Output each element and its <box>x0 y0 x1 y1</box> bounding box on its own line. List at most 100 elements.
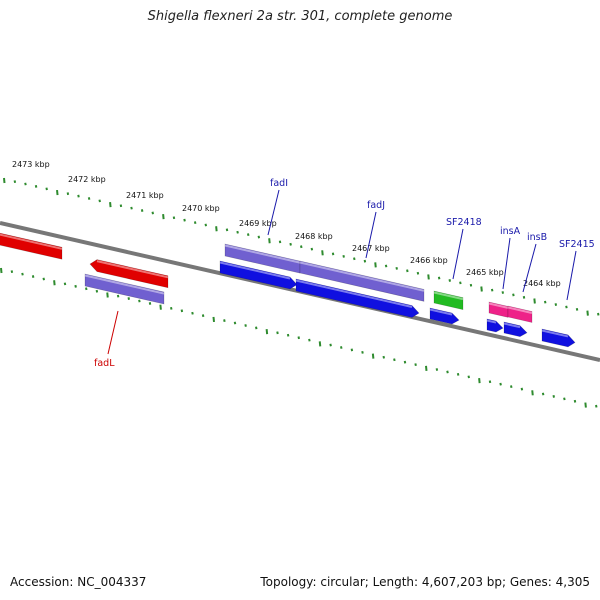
inner-scale-tick <box>297 336 300 340</box>
fadI-leader-line <box>267 189 280 236</box>
insA-lower-feature[interactable] <box>486 318 504 333</box>
inner-scale-tick <box>520 387 524 391</box>
inner-scale-tick <box>116 294 120 298</box>
fadJ-lower-feature[interactable] <box>295 278 420 318</box>
scale-label: 2471 kbp <box>126 191 164 200</box>
insB-leader-line <box>522 243 537 293</box>
outer-scale-tick <box>140 209 144 212</box>
inner-scale-tick <box>563 397 566 401</box>
fadI-feature[interactable] <box>224 243 301 274</box>
genome-summary: Topology: circular; Length: 4,607,203 bp… <box>260 575 590 589</box>
gene-label-SF2415[interactable]: SF2415 <box>559 239 595 250</box>
outer-scale-tick <box>512 293 515 297</box>
outer-scale-tick <box>193 221 197 224</box>
outer-scale-tick <box>533 298 536 304</box>
outer-scale-tick <box>543 300 547 304</box>
inner-scale-tick <box>74 284 77 288</box>
inner-scale-tick <box>499 382 502 386</box>
outer-scale-tick <box>353 257 356 261</box>
gene-label-fadI[interactable]: fadI <box>270 178 288 189</box>
inner-scale-tick <box>106 292 109 298</box>
inner-scale-tick <box>170 306 173 310</box>
scale-label: 2473 kbp <box>12 160 50 169</box>
map-title: Shigella flexneri 2a str. 301, complete … <box>147 9 453 24</box>
inner-scale-tick <box>435 368 439 371</box>
inner-scale-tick <box>159 304 162 310</box>
outer-scale-tick <box>300 245 303 249</box>
inner-scale-ticks <box>0 267 598 408</box>
outer-scale-tick <box>34 185 38 188</box>
gene-label-fadL[interactable]: fadL <box>94 358 115 369</box>
SF2415-leader-line <box>566 250 577 301</box>
SF2418-lower-feature[interactable] <box>429 307 460 325</box>
outer-scale-tick <box>268 238 271 244</box>
outer-scale-tick <box>109 202 112 208</box>
inner-scale-tick <box>212 316 215 323</box>
SF2418-feature[interactable] <box>433 290 464 310</box>
inner-scale-tick <box>42 277 45 281</box>
outer-scale-tick <box>289 242 292 246</box>
outer-scale-tick <box>236 230 239 234</box>
forward-cds-feature[interactable] <box>0 232 63 260</box>
outer-scale-tick <box>183 218 186 222</box>
inner-scale-tick <box>478 377 481 384</box>
outer-scale-tick <box>490 288 494 292</box>
scale-label: 2472 kbp <box>68 175 106 184</box>
inner-scale-tick <box>382 355 385 359</box>
inner-scale-tick <box>0 267 3 274</box>
outer-scale-tick <box>87 197 91 200</box>
inner-scale-tick <box>371 353 375 359</box>
inner-scale-tick <box>350 348 354 352</box>
outer-scale-tick <box>310 247 314 251</box>
outer-scale-tick <box>24 182 27 186</box>
inner-scale-tick <box>393 358 396 362</box>
fadJ-feature[interactable] <box>299 260 425 302</box>
insB-lower-feature[interactable] <box>503 321 528 337</box>
inner-scale-tick <box>467 375 470 379</box>
inner-scale-tick <box>531 390 534 396</box>
inner-scale-tick <box>361 350 364 354</box>
fadL-lower-feature[interactable] <box>84 273 165 305</box>
outer-scale-tick <box>374 262 377 268</box>
inner-scale-tick <box>308 338 311 342</box>
outer-scale-tick <box>77 194 80 198</box>
outer-scale-tick <box>384 264 388 268</box>
outer-scale-tick <box>321 250 324 256</box>
inner-scale-tick <box>541 392 545 396</box>
outer-scale-tick <box>469 283 473 287</box>
inner-scale-tick <box>63 282 67 286</box>
fadL-leader-line <box>107 310 119 355</box>
insA-feature[interactable] <box>488 301 509 318</box>
inner-scale-tick <box>201 314 205 318</box>
gene-label-fadJ[interactable]: fadJ <box>367 200 385 211</box>
fadI-lower-feature[interactable] <box>219 260 298 290</box>
outer-scale-tick <box>416 271 420 275</box>
scale-label: 2464 kbp <box>523 279 561 288</box>
gene-label-insB[interactable]: insB <box>527 232 547 243</box>
SF2415-feature[interactable] <box>541 328 576 348</box>
gene-label-insA[interactable]: insA <box>500 226 521 237</box>
insB-feature[interactable] <box>507 305 533 323</box>
fadL-feature[interactable] <box>89 259 169 289</box>
inner-scale-tick <box>584 402 587 408</box>
inner-scale-tick <box>552 395 555 398</box>
outer-scale-tick <box>586 310 589 316</box>
outer-scale-tick <box>162 214 165 220</box>
inner-scale-tick <box>233 321 237 325</box>
outer-scale-ticks <box>3 177 600 316</box>
inner-scale-tick <box>446 370 449 374</box>
scale-label: 2468 kbp <box>295 232 333 241</box>
outer-scale-tick <box>246 233 250 237</box>
outer-scale-tick <box>3 177 6 184</box>
outer-scale-tick <box>448 279 451 282</box>
inner-scale-tick <box>403 360 407 364</box>
accession-label: Accession: NC_004337 <box>10 575 147 589</box>
outer-scale-tick <box>130 206 133 210</box>
inner-scale-tick <box>138 299 141 303</box>
outer-scale-tick <box>363 259 367 263</box>
outer-scale-tick <box>437 276 441 280</box>
inner-scale-tick <box>276 331 279 335</box>
inner-scale-tick <box>95 289 99 293</box>
outer-scale-tick <box>98 199 101 203</box>
gene-label-SF2418[interactable]: SF2418 <box>446 217 482 228</box>
